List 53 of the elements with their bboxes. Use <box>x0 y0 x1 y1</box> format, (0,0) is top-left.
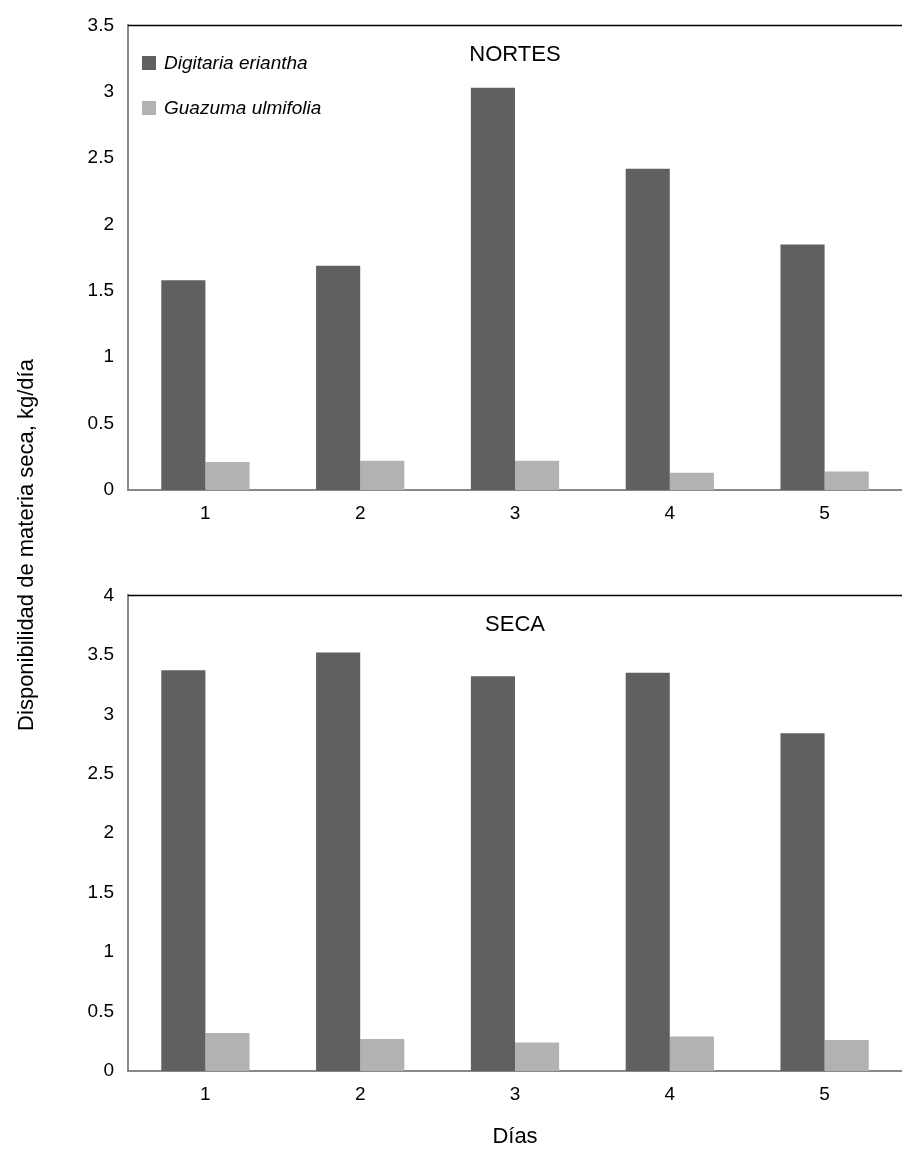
y-tick-label: 0 <box>103 1059 114 1081</box>
y-tick-label: 0.5 <box>87 411 114 433</box>
x-tick-label: 3 <box>509 501 521 523</box>
legend-label: Guazuma ulmifolia <box>164 96 322 119</box>
y-tick-label: 3.5 <box>87 643 114 665</box>
y-axis-title: Disponibilidad de materia seca, kg/día <box>13 359 39 731</box>
y-tick-label: 3 <box>103 80 114 102</box>
bar <box>316 265 361 490</box>
y-tick-label: 0 <box>103 478 114 500</box>
legend-label: Digitaria eriantha <box>164 51 308 74</box>
y-tick-label: 1 <box>103 940 114 962</box>
x-tick-label: 4 <box>664 501 676 523</box>
bar <box>470 87 515 490</box>
y-tick-label: 3.5 <box>87 13 114 35</box>
y-tick-label: 1 <box>103 345 114 367</box>
bar <box>515 460 560 490</box>
bar <box>470 676 515 1071</box>
text: SECA <box>485 611 546 637</box>
x-tick-label: 1 <box>200 1082 211 1104</box>
x-axis-title: Días <box>491 1123 539 1149</box>
bar <box>625 168 670 490</box>
x-tick-label: 2 <box>354 501 366 523</box>
bar <box>625 672 670 1071</box>
x-tick-label: 5 <box>819 501 830 523</box>
y-tick-label: 2 <box>103 821 114 843</box>
x-tick-label: 3 <box>509 1082 521 1104</box>
bar <box>515 1042 560 1071</box>
bar <box>360 460 405 490</box>
x-tick-label: 4 <box>664 1082 676 1104</box>
x-tick-label: 1 <box>200 501 211 523</box>
y-tick-label: 3 <box>103 702 114 724</box>
bar <box>669 472 714 490</box>
y-tick-label: 1.5 <box>87 279 114 301</box>
bar <box>669 1036 714 1071</box>
y-tick-label: 0.5 <box>87 999 114 1021</box>
y-tick-label: 4 <box>103 583 115 605</box>
x-tick-label: 2 <box>354 1082 366 1104</box>
y-tick-label: 2.5 <box>87 761 114 783</box>
y-tick-label: 2 <box>103 212 114 234</box>
bar <box>824 471 869 490</box>
bar <box>780 733 825 1071</box>
bar <box>161 670 206 1071</box>
y-tick-label: 1.5 <box>87 880 114 902</box>
bar <box>316 652 361 1071</box>
y-tick-label: 2.5 <box>87 146 114 168</box>
bar <box>205 462 250 490</box>
text: NORTES <box>469 41 561 67</box>
bar <box>780 244 825 490</box>
bar <box>205 1032 250 1071</box>
bar <box>360 1038 405 1071</box>
bar <box>161 280 206 490</box>
bar <box>824 1040 869 1071</box>
x-tick-label: 5 <box>819 1082 830 1104</box>
